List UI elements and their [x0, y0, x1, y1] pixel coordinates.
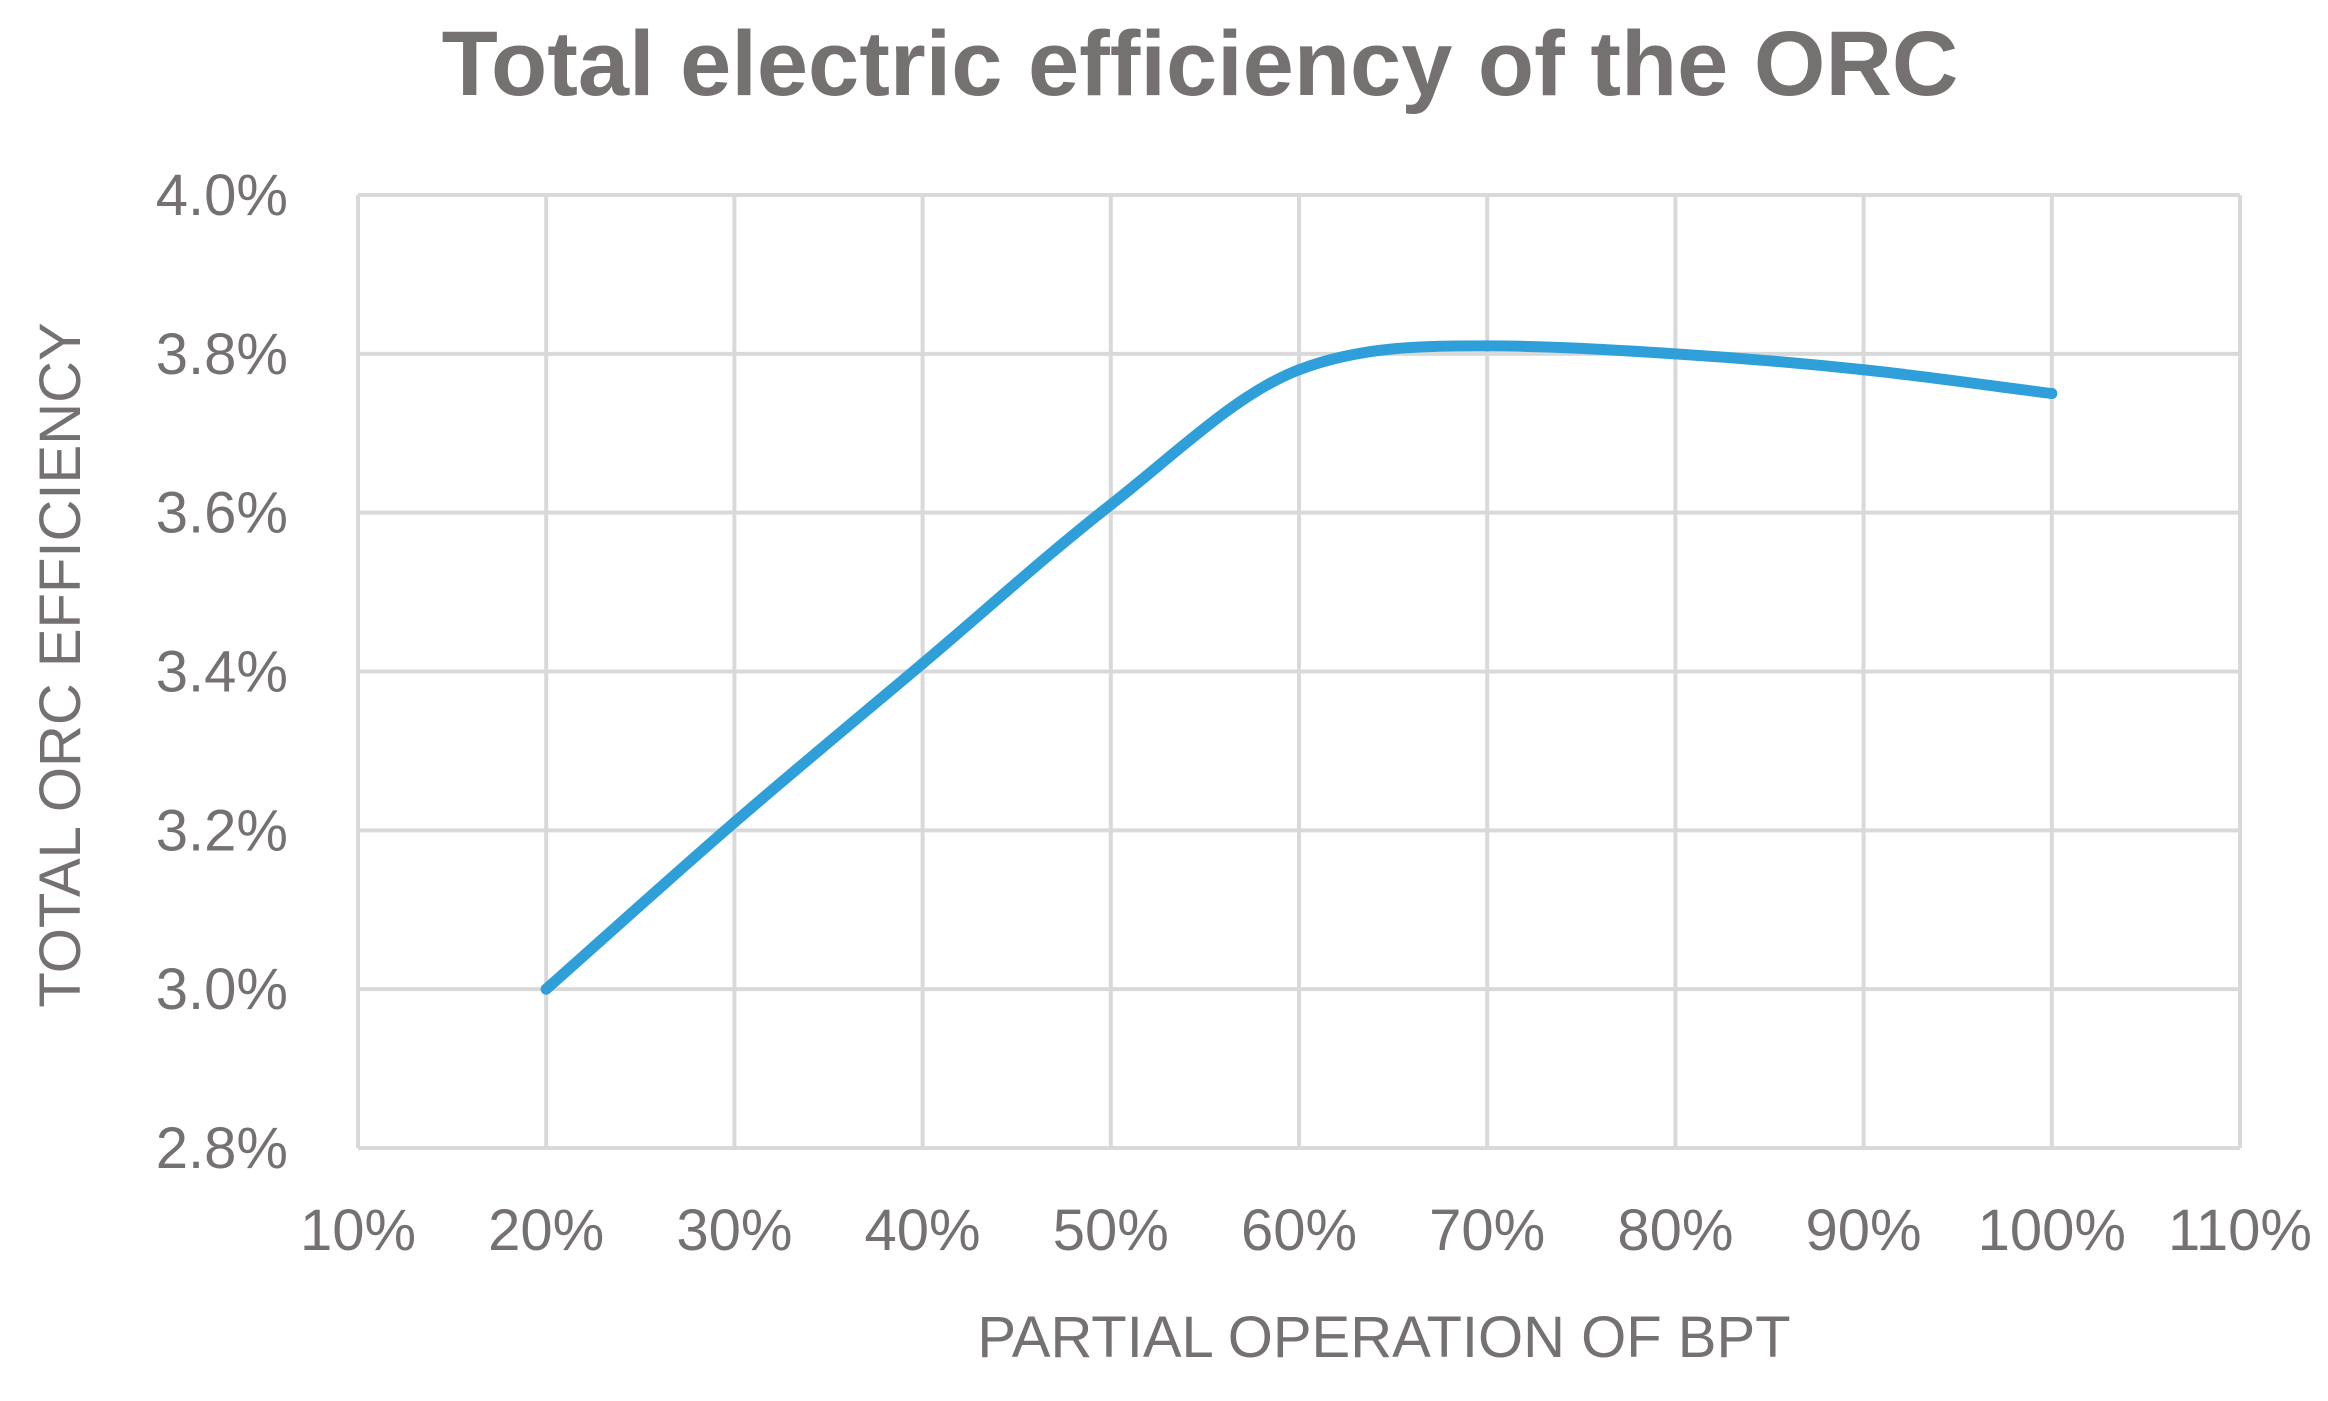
data-point: [917, 658, 929, 670]
x-tick-label: 40%: [865, 1198, 981, 1263]
x-tick-label: 10%: [300, 1198, 416, 1263]
x-tick-label: 110%: [2168, 1198, 2312, 1263]
y-tick-label: 2.8%: [156, 1116, 288, 1181]
tick-label-layer: 2.8% 3.0% 3.2% 3.4% 3.6% 3.8% 4.0% 10% 20% 30% 40%…: [156, 163, 2312, 1263]
data-point: [1858, 364, 1870, 376]
data-point: [728, 816, 740, 828]
data-point: [1481, 340, 1493, 352]
x-tick-label: 50%: [1053, 1198, 1169, 1263]
y-axis-title: TOTAL ORC EFFICIENCY: [28, 322, 93, 1007]
x-tick-label: 100%: [1978, 1198, 2126, 1263]
grid-layer: [356, 193, 2242, 1150]
x-tick-label: 90%: [1806, 1198, 1922, 1263]
y-tick-label: 3.4%: [156, 640, 288, 705]
y-tick-label: 3.0%: [156, 957, 288, 1022]
chart-title: Total electric efficiency of the ORC: [442, 13, 1959, 115]
y-tick-label: 3.8%: [156, 322, 288, 387]
data-point: [1293, 364, 1305, 376]
data-point: [540, 983, 552, 995]
series-line-0: [540, 340, 2058, 995]
x-tick-label: 70%: [1429, 1198, 1545, 1263]
x-axis-title: PARTIAL OPERATION OF BPT: [977, 1305, 1790, 1370]
data-point: [1105, 499, 1117, 511]
y-tick-label: 3.6%: [156, 481, 288, 546]
x-tick-label: 80%: [1617, 1198, 1733, 1263]
data-point: [2046, 388, 2058, 400]
y-tick-label: 4.0%: [156, 163, 288, 228]
x-tick-label: 30%: [676, 1198, 792, 1263]
y-tick-label: 3.2%: [156, 798, 288, 863]
x-tick-label: 20%: [488, 1198, 604, 1263]
data-point: [1669, 348, 1681, 360]
x-tick-label: 60%: [1241, 1198, 1357, 1263]
series-layer: [540, 340, 2058, 995]
